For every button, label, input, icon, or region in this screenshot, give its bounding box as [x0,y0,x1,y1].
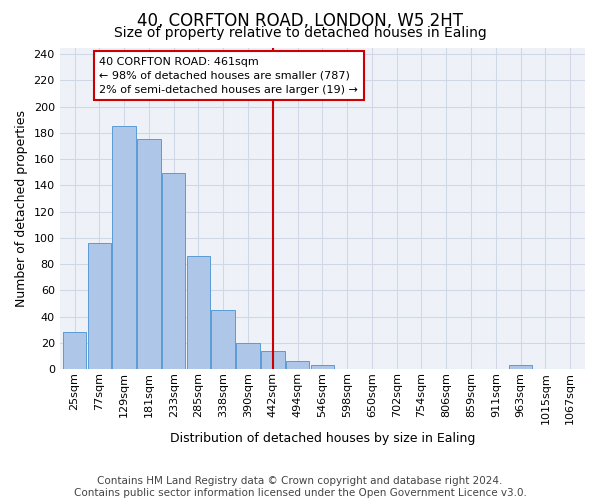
Bar [137,140,161,369]
Bar [88,243,111,369]
Bar [509,365,532,369]
Bar [112,126,136,369]
Bar [211,310,235,369]
Text: 40 CORFTON ROAD: 461sqm
← 98% of detached houses are smaller (787)
2% of semi-de: 40 CORFTON ROAD: 461sqm ← 98% of detache… [100,56,358,94]
Y-axis label: Number of detached properties: Number of detached properties [15,110,28,307]
Text: Size of property relative to detached houses in Ealing: Size of property relative to detached ho… [113,26,487,40]
Bar [261,350,284,369]
Bar [187,256,210,369]
Bar [286,361,310,369]
X-axis label: Distribution of detached houses by size in Ealing: Distribution of detached houses by size … [170,432,475,445]
Text: 40, CORFTON ROAD, LONDON, W5 2HT: 40, CORFTON ROAD, LONDON, W5 2HT [137,12,463,30]
Bar [236,343,260,369]
Bar [63,332,86,369]
Bar [162,174,185,369]
Text: Contains HM Land Registry data © Crown copyright and database right 2024.
Contai: Contains HM Land Registry data © Crown c… [74,476,526,498]
Bar [311,365,334,369]
